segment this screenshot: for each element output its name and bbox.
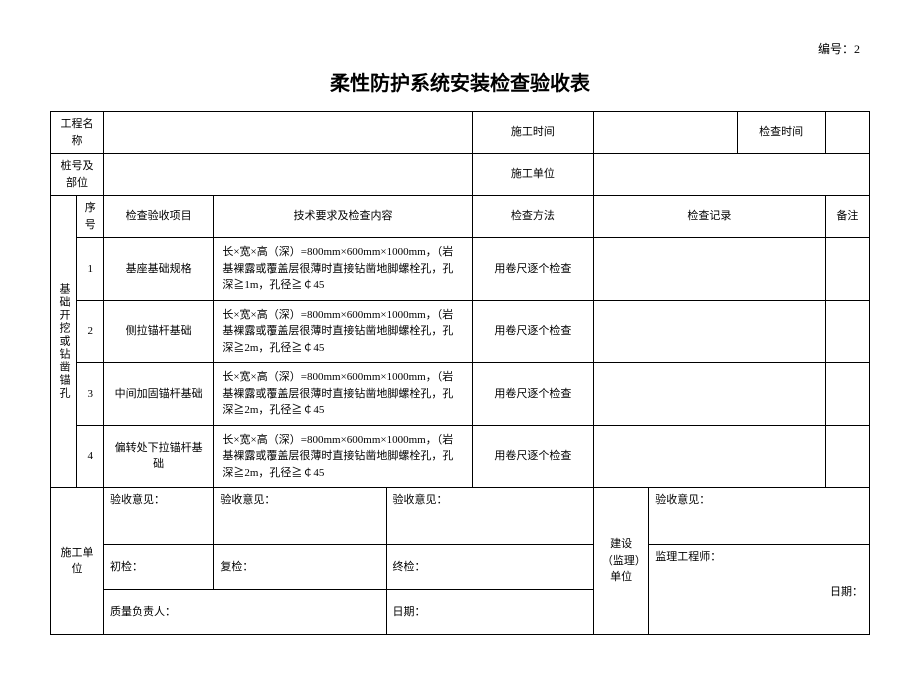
remark-cell xyxy=(825,425,869,488)
record-cell xyxy=(594,363,826,426)
date-label-2: 日期： xyxy=(655,584,863,601)
item-cell: 中间加固锚杆基础 xyxy=(103,363,213,426)
table-row: 3 中间加固锚杆基础 长×宽×高（深）=800mm×600mm×1000mm，（… xyxy=(51,363,870,426)
doc-title: 柔性防护系统安装检查验收表 xyxy=(50,67,870,96)
remark-cell xyxy=(825,363,869,426)
tech-cell: 长×宽×高（深）=800mm×600mm×1000mm，（岩基裸露或覆盖层很薄时… xyxy=(214,238,472,301)
table-row: 2 侧拉锚杆基础 长×宽×高（深）=800mm×600mm×1000mm，（岩基… xyxy=(51,300,870,363)
project-name-label: 工程名称 xyxy=(51,112,104,154)
tech-cell: 长×宽×高（深）=800mm×600mm×1000mm，（岩基裸露或覆盖层很薄时… xyxy=(214,363,472,426)
remark-cell xyxy=(825,300,869,363)
record-cell xyxy=(594,300,826,363)
table-row: 1 基座基础规格 长×宽×高（深）=800mm×600mm×1000mm，（岩基… xyxy=(51,238,870,301)
date-cell: 日期： xyxy=(386,590,594,635)
seq-cell: 2 xyxy=(77,300,103,363)
doc-number: 编号：2 xyxy=(50,40,870,57)
tech-header: 技术要求及检查内容 xyxy=(214,196,472,238)
construction-unit-value xyxy=(594,154,870,196)
opinion-cell-3: 验收意见： xyxy=(386,488,594,545)
item-header: 检查验收项目 xyxy=(103,196,213,238)
opinion-cell-1: 验收意见： xyxy=(103,488,213,545)
item-cell: 基座基础规格 xyxy=(103,238,213,301)
check-time-label: 检查时间 xyxy=(737,112,825,154)
construction-time-label: 施工时间 xyxy=(472,112,593,154)
remark-cell xyxy=(825,238,869,301)
record-cell xyxy=(594,425,826,488)
tech-cell: 长×宽×高（深）=800mm×600mm×1000mm，（岩基裸露或覆盖层很薄时… xyxy=(214,425,472,488)
header-row-2: 桩号及部位 施工单位 xyxy=(51,154,870,196)
item-cell: 侧拉锚杆基础 xyxy=(103,300,213,363)
pile-label: 桩号及部位 xyxy=(51,154,104,196)
recheck-cell: 复检： xyxy=(214,545,386,590)
project-name-value xyxy=(103,112,472,154)
method-cell: 用卷尺逐个检查 xyxy=(472,238,593,301)
construction-unit-footer-label: 施工单位 xyxy=(51,488,104,635)
opinion-cell-4: 验收意见： xyxy=(649,488,870,545)
seq-cell: 3 xyxy=(77,363,103,426)
method-cell: 用卷尺逐个检查 xyxy=(472,425,593,488)
footer-check-row: 初检： 复检： 终检： 监理工程师： 日期： xyxy=(51,545,870,590)
method-cell: 用卷尺逐个检查 xyxy=(472,300,593,363)
column-headers: 基础开挖或钻凿锚孔 序号 检查验收项目 技术要求及检查内容 检查方法 检查记录 … xyxy=(51,196,870,238)
method-cell: 用卷尺逐个检查 xyxy=(472,363,593,426)
opinion-label: 验收意见： xyxy=(110,492,207,509)
record-header: 检查记录 xyxy=(594,196,826,238)
construction-unit-label: 施工单位 xyxy=(472,154,593,196)
method-header: 检查方法 xyxy=(472,196,593,238)
opinion-label: 验收意见： xyxy=(393,492,588,509)
opinion-cell-2: 验收意见： xyxy=(214,488,386,545)
opinion-label: 验收意见： xyxy=(220,492,379,509)
seq-cell: 4 xyxy=(77,425,103,488)
record-cell xyxy=(594,238,826,301)
tech-cell: 长×宽×高（深）=800mm×600mm×1000mm，（岩基裸露或覆盖层很薄时… xyxy=(214,300,472,363)
quality-person-cell: 质量负责人： xyxy=(103,590,386,635)
final-check-cell: 终检： xyxy=(386,545,594,590)
check-time-value xyxy=(825,112,869,154)
table-row: 4 偏转处下拉锚杆基础 长×宽×高（深）=800mm×600mm×1000mm，… xyxy=(51,425,870,488)
seq-cell: 1 xyxy=(77,238,103,301)
construction-time-value xyxy=(594,112,737,154)
item-cell: 偏转处下拉锚杆基础 xyxy=(103,425,213,488)
seq-header: 序号 xyxy=(77,196,103,238)
opinion-label: 验收意见： xyxy=(655,492,863,509)
inspection-table: 工程名称 施工时间 检查时间 桩号及部位 施工单位 基础开挖或钻凿锚孔 序号 检… xyxy=(50,111,870,635)
build-unit-footer-label: 建设（监理）单位 xyxy=(594,488,649,635)
category-label: 基础开挖或钻凿锚孔 xyxy=(51,196,77,488)
remark-header: 备注 xyxy=(825,196,869,238)
supervisor-date-cell: 监理工程师： 日期： xyxy=(649,545,870,635)
footer-opinion-row: 施工单位 验收意见： 验收意见： 验收意见： 建设（监理）单位 验收意见： xyxy=(51,488,870,545)
header-row-1: 工程名称 施工时间 检查时间 xyxy=(51,112,870,154)
pile-value xyxy=(103,154,472,196)
initial-check-cell: 初检： xyxy=(103,545,213,590)
supervisor-label: 监理工程师： xyxy=(655,549,863,566)
